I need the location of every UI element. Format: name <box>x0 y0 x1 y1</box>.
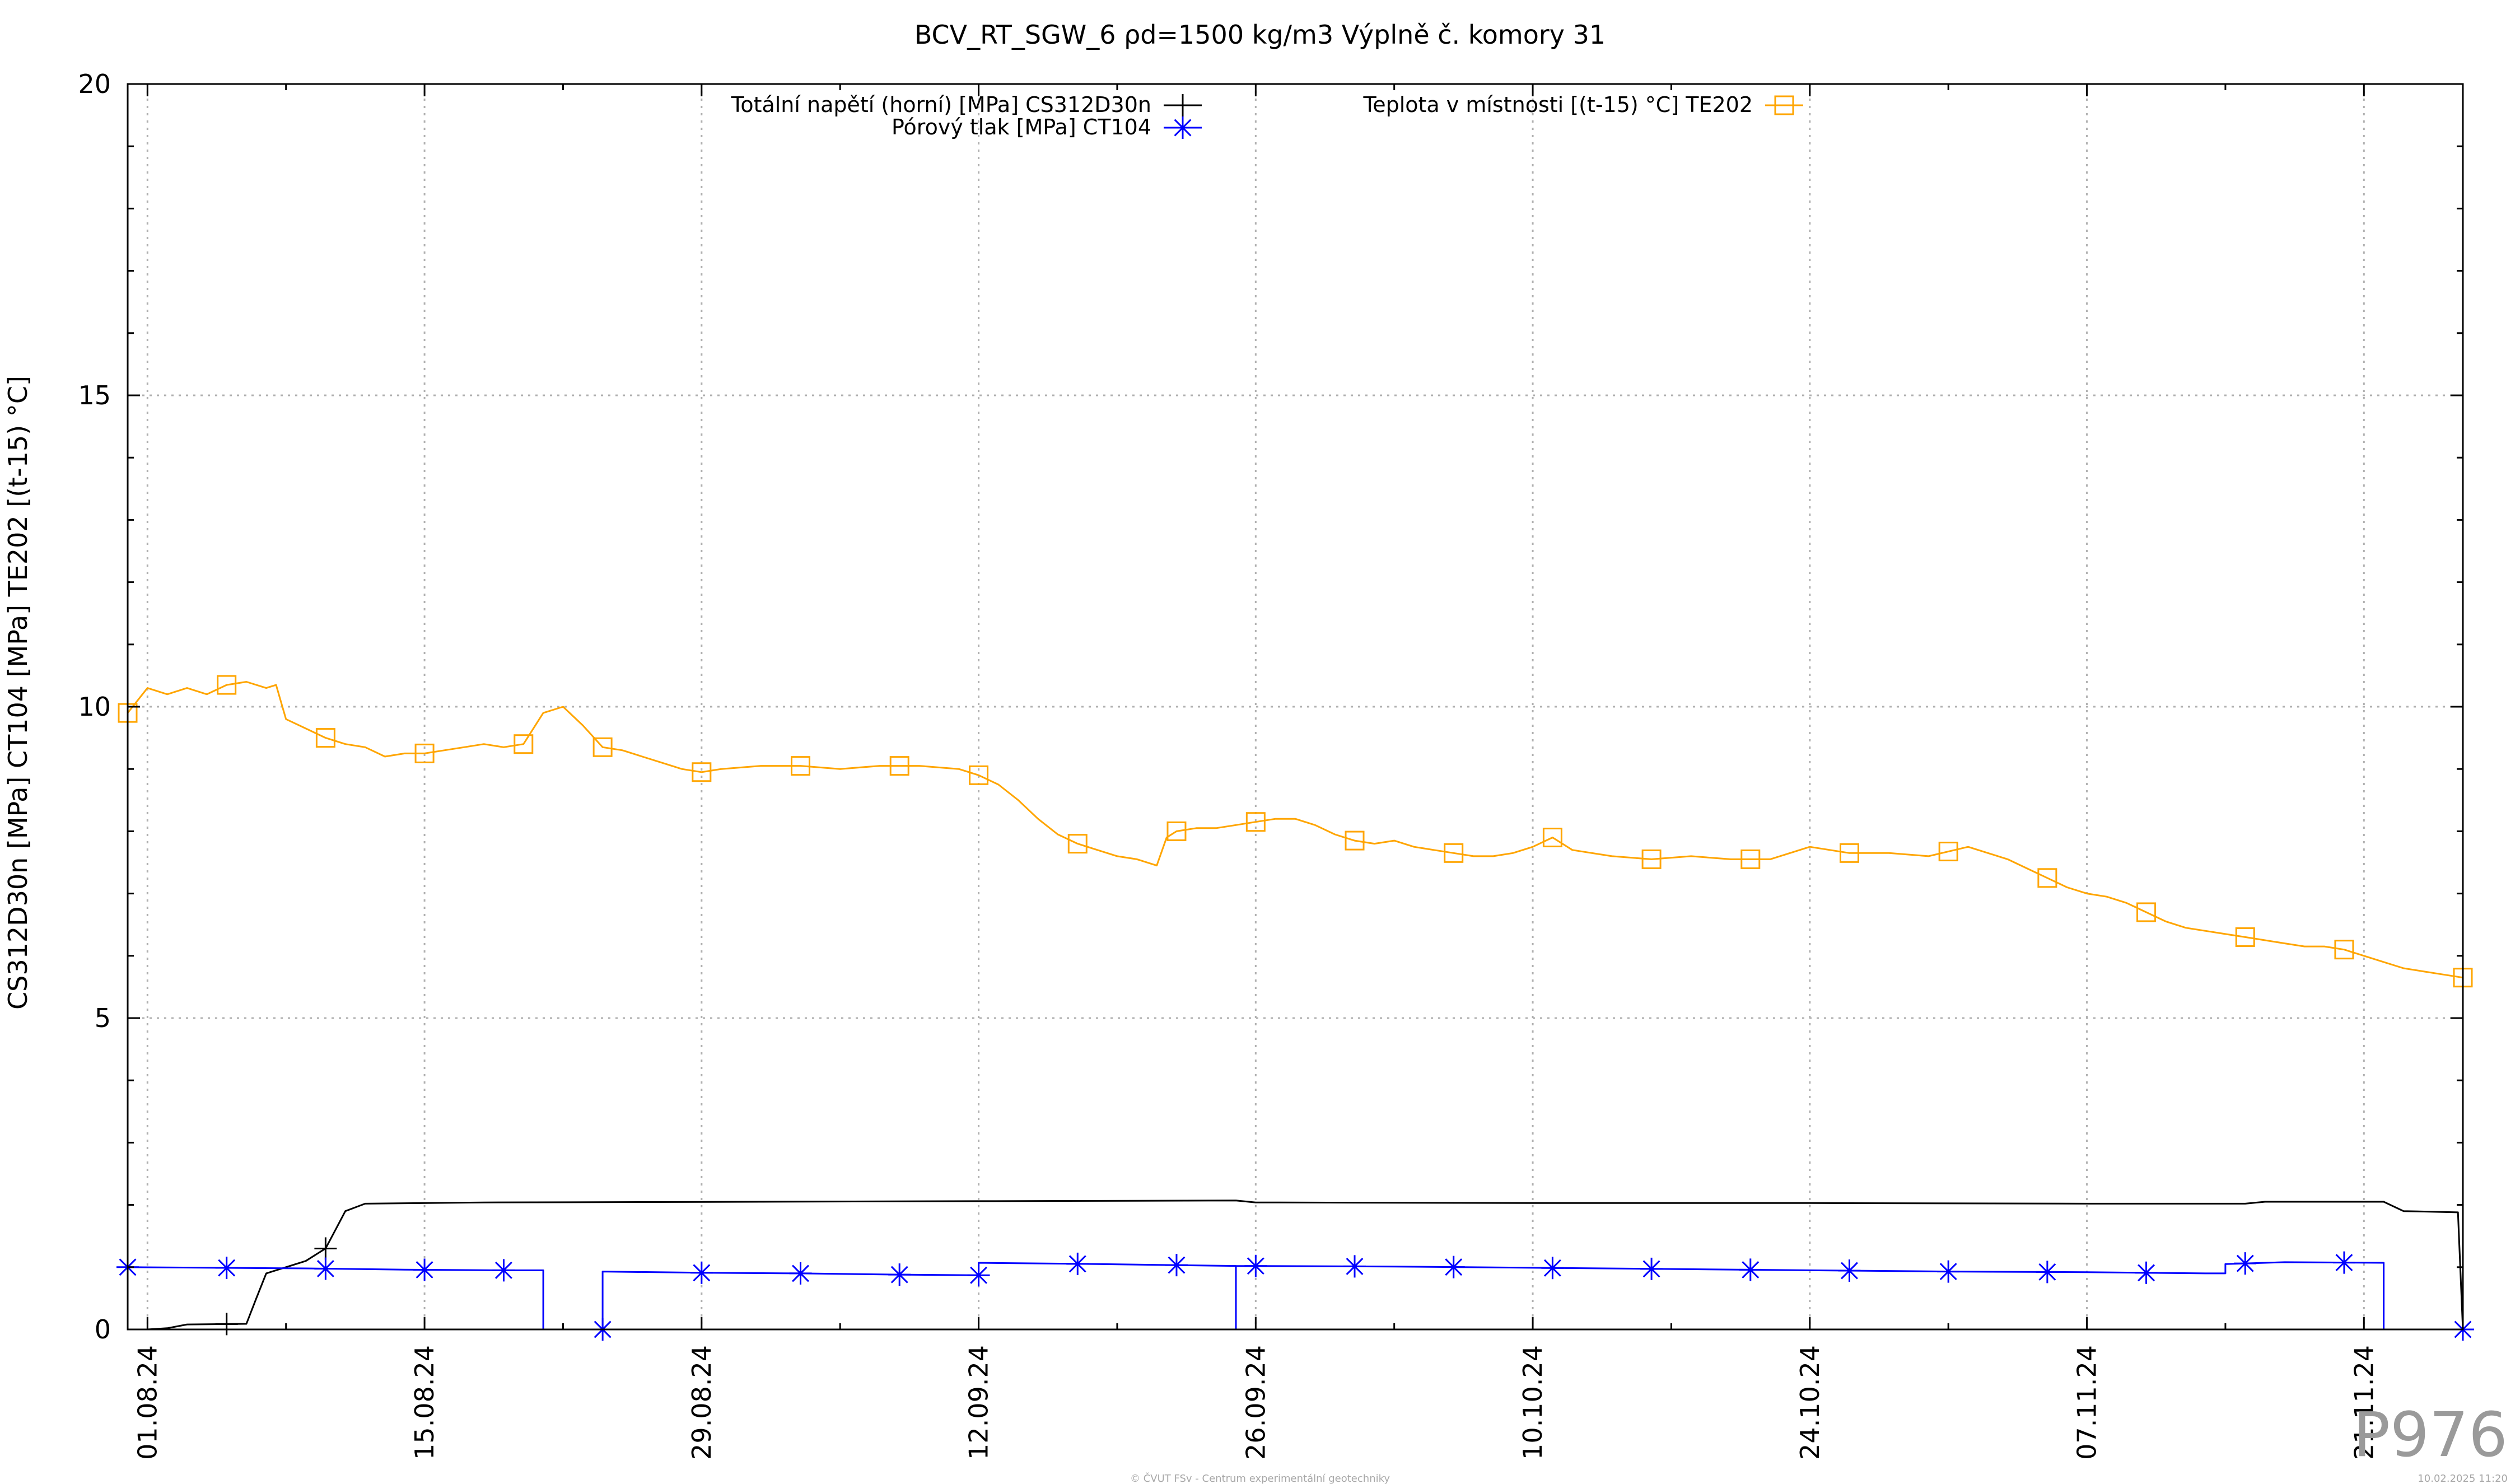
x-tick-label: 01.08.24 <box>132 1345 162 1460</box>
data-point-plus <box>215 1313 238 1336</box>
y-tick-label: 20 <box>78 69 111 99</box>
data-point-square <box>514 734 534 754</box>
data-point-square <box>1774 95 1794 115</box>
data-point-star <box>1066 1252 1089 1275</box>
watermark-label: P976 <box>2353 1399 2508 1471</box>
data-point-square <box>692 762 712 782</box>
x-tick-label: 29.08.24 <box>687 1345 717 1460</box>
data-point-star <box>215 1257 238 1280</box>
data-point-plus <box>1172 94 1194 116</box>
x-tick-label: 07.11.24 <box>2072 1345 2102 1460</box>
data-point-square <box>1839 843 1859 863</box>
data-point-square <box>1166 821 1187 841</box>
data-point-plus <box>314 1237 337 1260</box>
data-point-star <box>1165 1254 1188 1277</box>
data-point-star <box>1937 1260 1960 1283</box>
x-tick-label: 15.08.24 <box>409 1345 440 1460</box>
data-point-square <box>315 728 335 748</box>
data-point-star <box>2135 1261 2158 1284</box>
data-point-star <box>1244 1254 1267 1277</box>
data-point-square <box>2334 940 2354 960</box>
data-point-square <box>2136 902 2157 922</box>
x-tick-label: 21.11.24 <box>2349 1345 2379 1460</box>
legend-label: Totální napětí (horní) [MPa] CS312D30n <box>731 92 1151 117</box>
x-tick-label: 12.09.24 <box>964 1345 994 1460</box>
legend-label: Pórový tlak [MPa] CT104 <box>892 115 1151 139</box>
data-point-square <box>592 737 613 757</box>
y-tick-label: 10 <box>78 692 111 722</box>
x-tick-label: 10.10.24 <box>1518 1345 1548 1460</box>
footer-credit: © ČVUT FSv - Centrum experimentální geot… <box>1130 1472 1390 1484</box>
data-point-star <box>413 1258 436 1281</box>
legend-label: Teplota v místnosti [(t-15) °C] TE202 <box>1362 92 1753 117</box>
y-axis-label: CS312D30n [MPa] CT104 [MPa] TE202 [(t-15… <box>3 376 33 1010</box>
data-point-star <box>690 1261 713 1284</box>
data-point-star <box>1442 1256 1465 1278</box>
data-point-square <box>1641 849 1662 869</box>
data-point-star <box>1541 1257 1564 1280</box>
data-point-star <box>2234 1252 2257 1275</box>
data-point-star <box>1343 1255 1366 1278</box>
series-line <box>127 681 2464 979</box>
data-point-square <box>1245 812 1266 832</box>
footer-timestamp: 10.02.2025 11:20 <box>2418 1473 2508 1484</box>
data-point-square <box>1067 834 1088 854</box>
grid-lines <box>128 84 2463 1329</box>
data-point-square <box>791 756 811 776</box>
data-point-star <box>1838 1259 1861 1282</box>
chart-title: BCV_RT_SGW_6 ρd=1500 kg/m3 Výplně č. kom… <box>914 20 1606 50</box>
data-point-star <box>2332 1251 2355 1274</box>
y-tick-label: 0 <box>95 1314 111 1345</box>
series-group <box>118 675 2473 988</box>
x-tick-label: 26.09.24 <box>1240 1345 1271 1460</box>
axes: 0 5 10 15 20 01.08.24 15.08.24 29.08.24 12.09.24… <box>78 69 2463 1460</box>
data-point-star <box>2036 1261 2059 1284</box>
data-point-square <box>2037 868 2057 888</box>
data-point-square <box>1740 849 1761 869</box>
data-point-star <box>888 1263 911 1286</box>
data-point-square <box>1938 842 1958 862</box>
x-tick-label: 24.10.24 <box>1795 1345 1825 1460</box>
data-point-star <box>1172 116 1194 139</box>
data-point-star <box>789 1262 812 1285</box>
data-point-star <box>1640 1257 1663 1280</box>
data-point-square <box>217 675 237 695</box>
data-point-square <box>1444 843 1464 863</box>
series-line <box>127 1261 2464 1331</box>
data-point-square <box>1542 828 1562 848</box>
legend: Totální napětí (horní) [MPa] CS312D30nPó… <box>731 92 1803 139</box>
data-point-star <box>314 1257 337 1280</box>
data-point-star <box>1739 1258 1762 1281</box>
data-point-square <box>414 743 435 763</box>
y-tick-label: 5 <box>95 1003 111 1033</box>
data-point-square <box>2235 927 2255 947</box>
data-point-square <box>889 756 909 776</box>
data-point-star <box>492 1259 515 1282</box>
data-point-square <box>969 765 989 785</box>
data-point-star <box>967 1264 990 1287</box>
data-point-square <box>1345 830 1365 851</box>
y-tick-label: 15 <box>78 380 111 410</box>
series-line <box>127 1200 2464 1331</box>
